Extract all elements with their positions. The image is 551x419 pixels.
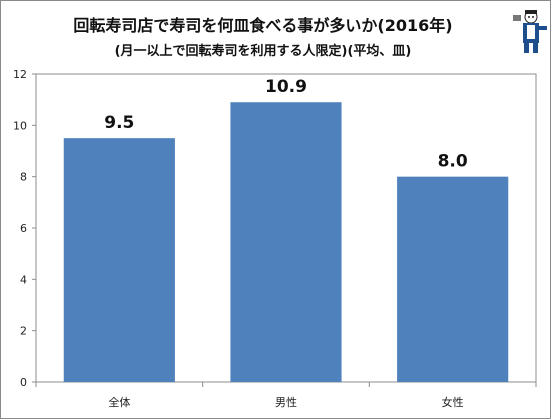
bar-3 [397,176,509,382]
y-tick-label: 0 [20,376,27,389]
y-tick-label: 8 [20,171,27,184]
y-tick-label: 10 [13,119,27,132]
chart-subtitle: (月一以上で回転寿司を利用する人限定)(平均、皿) [115,43,412,59]
data-label: 9.5 [104,113,134,133]
y-tick-label: 6 [20,222,27,235]
bar-2 [230,102,342,382]
mascot-character-icon [513,10,547,53]
data-label: 10.9 [265,77,307,97]
bar-1 [63,138,175,382]
data-label: 8.0 [438,152,468,172]
chart-title: 回転寿司店で寿司を何皿食べる事が多いか(2016年) [73,16,452,35]
y-tick-label: 12 [13,68,27,81]
x-category-label: 男性 [275,395,297,409]
x-category-label: 女性 [442,395,464,409]
y-tick-label: 4 [20,273,27,286]
plot-area: 0 2 4 6 8 10 12 9.5 全体 10.9 男性 8.0 女性 [13,68,537,409]
y-tick-label: 2 [20,325,27,338]
x-category-label: 全体 [108,395,130,409]
